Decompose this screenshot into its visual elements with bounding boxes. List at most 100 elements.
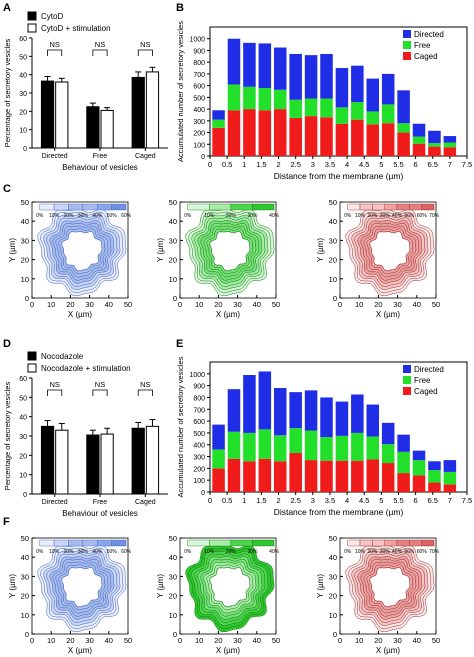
bar-segment-caged — [320, 460, 333, 492]
colorbar-label: 40% — [392, 549, 403, 555]
bar-segment-caged — [428, 146, 441, 156]
bar-segment-caged — [289, 117, 302, 156]
x-tick-label: 40 — [413, 300, 421, 309]
colorbar-cell — [384, 539, 398, 547]
colorbar-cell — [372, 203, 385, 211]
y-tick-label: 1000 — [189, 372, 205, 379]
bar-segment-free — [397, 123, 410, 133]
colorbar-label: 50% — [107, 549, 118, 555]
colorbar-label: 0% — [344, 549, 352, 555]
bar-segment-directed — [212, 424, 225, 450]
x-axis-title: Distance from the membrane (µm) — [274, 507, 404, 517]
colorbar-label: 0% — [184, 549, 192, 555]
y-tick-label: 20 — [19, 453, 27, 460]
colorbar-label: 0% — [36, 549, 44, 555]
y-tick-label: 400 — [193, 107, 205, 114]
y-tick-label: 20 — [169, 592, 177, 601]
y-tick-label: 700 — [193, 72, 205, 79]
y-tick-label: 40 — [329, 217, 337, 226]
y-tick-label: 20 — [329, 592, 337, 601]
x-tick-label: 1.5 — [256, 160, 266, 169]
x-axis-title: Behaviour of vesicles — [62, 163, 138, 172]
x-tick-label: 6 — [414, 160, 418, 169]
colorbar-cell — [396, 203, 410, 211]
x-tick-label: 2 — [276, 496, 280, 505]
x-tick-label: 1 — [242, 496, 246, 505]
bar-segment-directed — [258, 43, 272, 88]
colorbar-cell — [39, 539, 55, 547]
x-tick-label: 50 — [432, 300, 440, 309]
y-tick-label: 200 — [193, 131, 205, 138]
bar-segment-caged — [428, 482, 441, 492]
y-tick-label: 50 — [329, 534, 337, 543]
colorbar-label: 40% — [269, 549, 280, 555]
bar-segment-directed — [212, 110, 225, 120]
bar-segment-directed — [273, 388, 287, 436]
bar-segment-caged — [273, 109, 287, 156]
colorbar-label: 30% — [247, 213, 258, 219]
y-tick-label: 30 — [329, 236, 337, 245]
legend-label: Caged — [414, 52, 438, 61]
x-tick-label: 6 — [414, 496, 418, 505]
y-tick-label: 40 — [19, 73, 27, 80]
y-tick-label: 0 — [173, 294, 177, 303]
y-tick-label: 100 — [193, 478, 205, 485]
bar-segment-free — [428, 143, 441, 147]
category-label: Directed — [42, 153, 68, 160]
x-tick-label: 30 — [233, 300, 241, 309]
x-tick-label: 5 — [379, 496, 383, 505]
panel-letter-e: E — [176, 338, 183, 350]
bar-segment-free — [381, 104, 395, 124]
panel-letter-d: D — [3, 338, 11, 350]
colorbar-label: 50% — [404, 213, 415, 219]
legend-swatch — [403, 365, 411, 373]
x-tick-label: 3.5 — [325, 160, 335, 169]
bar-segment-free — [243, 86, 256, 110]
bar-segment-directed — [412, 123, 426, 137]
bar-segment-caged — [258, 458, 272, 492]
legend-label: Free — [414, 41, 431, 50]
y-tick-label: 10 — [19, 473, 27, 480]
legend-swatch — [403, 30, 411, 38]
x-axis-title: X (µm) — [68, 310, 92, 319]
bar-segment-caged — [289, 453, 302, 492]
bar-segment-caged — [320, 117, 333, 156]
colorbar-label: 30% — [380, 213, 391, 219]
bar-segment-caged — [443, 484, 457, 492]
y-tick-label: 700 — [193, 407, 205, 414]
bar-segment-directed — [443, 136, 457, 143]
x-axis-title: X (µm) — [216, 310, 240, 319]
contour-hole — [369, 567, 411, 608]
colorbar-label: 70% — [429, 213, 440, 219]
significance-label: NS — [140, 380, 150, 389]
bar-segment-free — [335, 107, 349, 124]
colorbar-label: 50% — [404, 549, 415, 555]
bar-segment-free — [304, 98, 318, 117]
bar-segment-free — [258, 429, 272, 459]
y-tick-label: 10 — [21, 611, 29, 620]
x-tick-label: 40 — [253, 300, 261, 309]
x-tick-label: 0 — [338, 636, 342, 645]
x-tick-label: 10 — [355, 300, 363, 309]
bar-segment-directed — [320, 53, 333, 99]
x-axis-title: X (µm) — [68, 646, 92, 655]
bar — [100, 433, 114, 495]
colorbar-cell — [421, 539, 435, 547]
bar-segment-caged — [351, 460, 364, 492]
bar-segment-directed — [289, 392, 302, 429]
y-axis-title: Y (µm) — [316, 574, 325, 598]
bar-segment-directed — [366, 78, 380, 112]
x-tick-label: 5.5 — [393, 496, 403, 505]
bar-segment-caged — [227, 458, 241, 492]
y-tick-label: 50 — [329, 198, 337, 207]
y-tick-label: 60 — [19, 36, 27, 43]
x-tick-label: 10 — [195, 636, 203, 645]
y-tick-label: 600 — [193, 84, 205, 91]
y-tick-label: 50 — [169, 198, 177, 207]
legend-swatch — [403, 376, 411, 384]
panel-letter-b: B — [176, 2, 184, 14]
plot-frame — [339, 537, 437, 635]
plot-frame — [31, 201, 129, 299]
y-tick-label: 0 — [333, 294, 337, 303]
